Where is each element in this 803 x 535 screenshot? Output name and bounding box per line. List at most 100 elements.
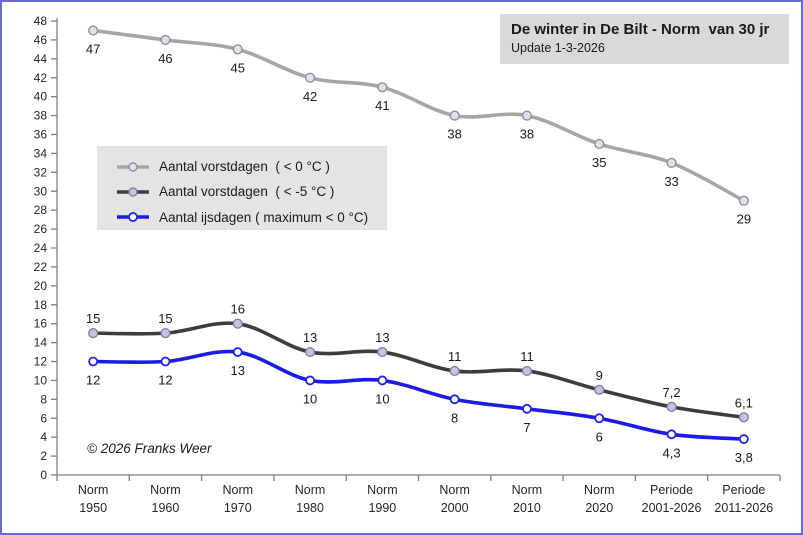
data-marker-s2: [594, 413, 605, 424]
data-label-s2: 4,3: [663, 445, 681, 460]
x-axis-label-line1: Norm: [78, 483, 109, 497]
data-label-s1: 16: [231, 302, 245, 317]
y-axis-tick-label: 12: [34, 355, 48, 369]
x-axis-label-line2: 1950: [79, 501, 107, 515]
data-marker-s0: [160, 34, 171, 46]
data-marker-s2: [738, 434, 749, 444]
x-axis-label-line2: 2001-2026: [642, 501, 702, 515]
y-axis-tick-label: 42: [34, 71, 48, 85]
y-axis-tick-label: 2: [40, 449, 47, 463]
legend-line-marker-icon: [117, 161, 149, 172]
data-label-s2: 8: [451, 410, 458, 425]
data-label-s0: 41: [375, 98, 389, 113]
y-axis-tick-label: 34: [34, 146, 48, 160]
data-label-s0: 38: [520, 127, 534, 142]
x-axis-label-line1: Periode: [722, 483, 765, 497]
x-axis-label-line2: 1980: [296, 501, 324, 515]
y-axis-tick-label: 30: [34, 184, 48, 198]
data-label-s2: 10: [375, 391, 389, 406]
legend-item-ijsdagen: Aantal ijsdagen ( maximum < 0 °C): [116, 205, 387, 230]
x-axis-label-line2: 2010: [513, 501, 541, 515]
data-label-s2: 10: [303, 391, 317, 406]
data-marker-s1: [304, 346, 316, 358]
data-marker-s1: [594, 384, 605, 395]
data-marker-s0: [521, 110, 533, 121]
data-label-s1: 13: [375, 330, 389, 345]
data-label-s2: 3,8: [735, 450, 753, 465]
data-label-s2: 7: [523, 420, 530, 435]
data-marker-s1: [738, 412, 749, 423]
y-axis-tick-label: 48: [34, 14, 48, 28]
y-axis-tick-label: 22: [34, 260, 48, 274]
copyright-text: © 2026 Franks Weer: [87, 441, 212, 456]
x-axis-label-line2: 2020: [585, 501, 613, 515]
data-marker-s1: [521, 365, 533, 377]
y-axis-tick-label: 16: [34, 317, 48, 331]
data-label-s0: 29: [737, 212, 751, 227]
y-axis-tick-label: 10: [34, 373, 48, 387]
data-label-s1: 6,1: [735, 395, 753, 410]
data-label-s0: 33: [664, 174, 678, 189]
data-marker-s0: [88, 25, 99, 36]
y-axis-tick-label: 40: [34, 90, 48, 104]
data-label-s0: 47: [86, 41, 100, 56]
data-label-s0: 38: [447, 127, 461, 142]
x-axis-label-line2: 1990: [368, 501, 396, 515]
y-axis-tick-label: 0: [40, 468, 47, 482]
data-label-s1: 9: [596, 368, 603, 383]
data-marker-s2: [449, 394, 460, 405]
legend-item-vorstdagen-0c: Aantal vorstdagen ( < 0 °C ): [116, 154, 387, 179]
x-axis-label-line1: Norm: [512, 483, 543, 497]
y-axis-tick-label: 38: [34, 109, 48, 123]
x-axis-label-line2: 1960: [152, 501, 180, 515]
series-line-2: [91, 349, 746, 441]
data-marker-s1: [449, 365, 460, 377]
data-marker-s0: [738, 195, 749, 206]
x-axis-label-line2: 1970: [224, 501, 252, 515]
data-label-s2: 12: [86, 373, 100, 388]
data-label-s1: 7,2: [663, 385, 681, 400]
data-label-s2: 12: [158, 373, 172, 388]
x-axis-label-line2: 2011-2026: [714, 501, 773, 515]
y-axis-tick-label: 46: [34, 33, 48, 47]
y-axis-tick-label: 18: [34, 298, 48, 312]
data-marker-s0: [304, 72, 316, 83]
data-label-s1: 15: [86, 311, 100, 326]
y-axis-tick-label: 26: [34, 222, 48, 236]
chart-title: De winter in De Bilt - Norm van 30 jr: [511, 21, 770, 38]
data-marker-s1: [377, 346, 388, 358]
y-axis-tick-label: 36: [34, 128, 48, 142]
data-label-s2: 6: [596, 429, 603, 444]
y-axis-tick-label: 20: [34, 279, 48, 293]
y-axis-tick-label: 4: [40, 430, 47, 444]
chart-subtitle: Update 1-3-2026: [511, 41, 605, 55]
legend-label: Aantal vorstdagen ( < 0 °C ): [159, 159, 330, 175]
data-label-s1: 15: [158, 311, 172, 326]
data-label-s0: 45: [231, 60, 245, 75]
data-label-s1: 11: [520, 349, 534, 364]
y-axis-tick-label: 14: [34, 336, 48, 350]
data-label-s0: 35: [592, 155, 606, 170]
legend-item-vorstdagen-min5c: Aantal vorstdagen ( < -5 °C ): [116, 179, 387, 204]
data-marker-s2: [377, 375, 388, 386]
y-axis-tick-label: 32: [34, 165, 48, 179]
data-marker-s2: [88, 356, 99, 367]
legend-label: Aantal ijsdagen ( maximum < 0 °C): [159, 209, 369, 225]
x-axis-label-line1: Norm: [222, 483, 253, 497]
data-marker-s2: [232, 347, 243, 357]
legend-label: Aantal vorstdagen ( < -5 °C ): [159, 184, 335, 200]
chart-title-box: De winter in De Bilt - Norm van 30 jr Up…: [500, 14, 789, 64]
legend-line-marker-icon: [117, 212, 149, 223]
y-axis-tick-label: 24: [34, 241, 48, 255]
data-marker-s2: [666, 429, 677, 440]
data-marker-s1: [666, 401, 677, 413]
series-line-0: [91, 28, 746, 203]
x-axis-label-line1: Norm: [367, 483, 398, 497]
data-marker-s2: [522, 403, 532, 414]
data-marker-s0: [232, 44, 243, 55]
data-marker-s1: [160, 328, 171, 339]
y-axis-tick-label: 8: [40, 392, 47, 406]
data-marker-s0: [449, 110, 460, 121]
